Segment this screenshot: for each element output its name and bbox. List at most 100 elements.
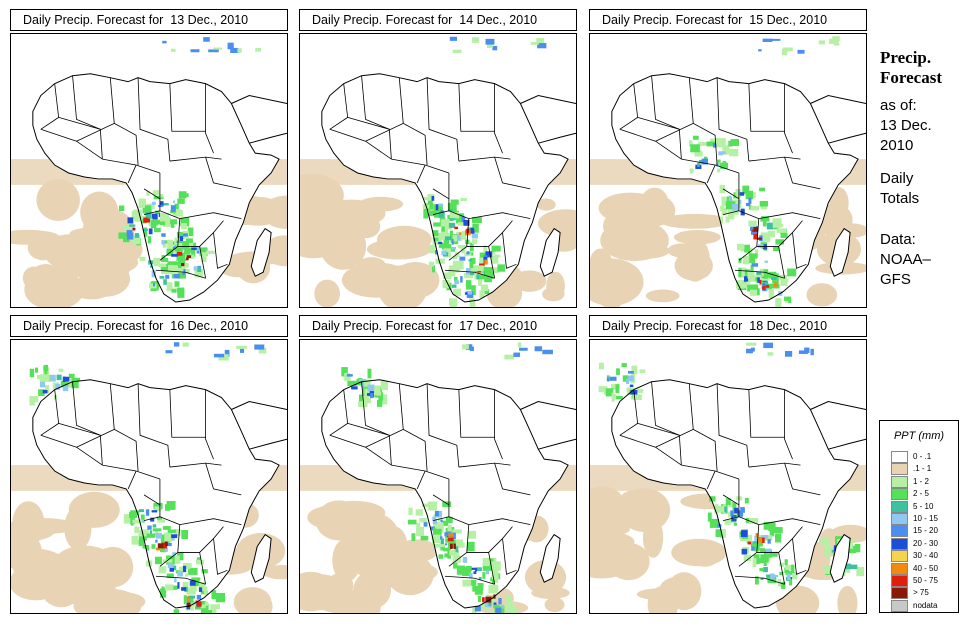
rain-cell bbox=[213, 47, 223, 50]
rain-cell bbox=[173, 274, 180, 279]
rain-cell bbox=[182, 342, 189, 347]
rain-cell bbox=[432, 230, 439, 237]
rain-cell bbox=[471, 567, 478, 570]
rain-cell bbox=[767, 576, 777, 584]
rain-cell bbox=[237, 48, 242, 53]
heavy-rain-cell bbox=[448, 533, 454, 537]
rain-cell bbox=[780, 278, 788, 286]
rain-cell bbox=[506, 594, 511, 602]
rain-cell bbox=[775, 298, 782, 307]
rain-cell bbox=[177, 289, 185, 298]
country-border bbox=[734, 269, 785, 279]
rain-cell bbox=[429, 244, 436, 254]
legend-label: 0 - .1 bbox=[913, 452, 932, 461]
rain-cell bbox=[145, 211, 152, 219]
madagascar-outline bbox=[829, 533, 851, 583]
country-border bbox=[778, 246, 785, 279]
country-border bbox=[127, 470, 137, 490]
rain-cell bbox=[766, 548, 771, 555]
rain-cell bbox=[374, 394, 381, 398]
rain-cell bbox=[376, 399, 383, 407]
rain-cell bbox=[162, 40, 167, 44]
rain-cell bbox=[129, 224, 136, 227]
rain-cell bbox=[182, 565, 187, 573]
rain-cell bbox=[346, 374, 353, 377]
rain-cell bbox=[744, 497, 749, 504]
country-border bbox=[619, 83, 639, 130]
dry-patch bbox=[341, 262, 412, 298]
rain-cell bbox=[435, 250, 438, 255]
heavy-rain-cell bbox=[761, 537, 765, 543]
rain-cell bbox=[62, 385, 69, 392]
rain-cell bbox=[431, 195, 435, 201]
legend-label: > 75 bbox=[913, 588, 929, 598]
rain-cell bbox=[157, 204, 163, 208]
rain-cell bbox=[161, 233, 166, 237]
country-border bbox=[738, 246, 758, 261]
rain-cell bbox=[833, 43, 840, 46]
arabia-coastline bbox=[249, 438, 287, 450]
rain-cell bbox=[180, 193, 189, 198]
country-border bbox=[722, 494, 740, 506]
rain-cell bbox=[469, 573, 473, 579]
rain-cell bbox=[146, 191, 150, 196]
arabia-coastline bbox=[231, 401, 287, 410]
precip-map bbox=[10, 33, 288, 308]
country-border bbox=[494, 156, 531, 190]
rain-cell bbox=[759, 568, 764, 572]
dry-patch bbox=[673, 230, 721, 245]
totals-line-1: Daily bbox=[880, 170, 914, 187]
country-border bbox=[205, 462, 242, 496]
country-border bbox=[109, 77, 139, 166]
africa-coastline bbox=[611, 379, 859, 609]
rain-cell bbox=[176, 252, 186, 261]
rain-cell bbox=[123, 514, 133, 524]
rain-cell bbox=[782, 47, 793, 52]
rain-cell bbox=[627, 370, 634, 374]
rain-cell bbox=[791, 572, 798, 580]
rain-cell bbox=[177, 571, 184, 577]
rain-cell bbox=[174, 268, 184, 273]
country-border bbox=[494, 462, 531, 496]
rain-cell bbox=[627, 375, 634, 382]
rain-cell bbox=[718, 216, 723, 224]
rain-cell bbox=[157, 519, 166, 523]
rain-cell bbox=[767, 283, 772, 289]
rain-cell bbox=[170, 48, 176, 52]
country-border bbox=[651, 75, 682, 160]
africa-coastline bbox=[611, 73, 859, 303]
legend-label: 2 - 5 bbox=[913, 489, 930, 499]
rain-cell bbox=[485, 570, 490, 575]
heavy-rain-cell bbox=[757, 237, 762, 240]
rain-cell bbox=[142, 519, 145, 522]
dry-patch bbox=[307, 505, 354, 529]
country-border bbox=[448, 478, 469, 526]
rain-cell bbox=[206, 609, 213, 613]
rain-cell bbox=[472, 223, 479, 233]
country-border bbox=[748, 156, 801, 162]
rain-cell bbox=[762, 244, 768, 250]
rain-cell bbox=[733, 522, 737, 526]
rain-cell bbox=[34, 367, 39, 373]
rain-cell bbox=[138, 539, 145, 546]
country-border bbox=[416, 164, 426, 184]
rain-cell bbox=[473, 571, 477, 575]
rain-cell bbox=[164, 547, 168, 552]
rain-cell bbox=[478, 576, 482, 580]
rain-cell bbox=[449, 36, 457, 41]
rain-cell bbox=[200, 252, 207, 263]
rain-cell bbox=[199, 604, 206, 609]
rain-cell bbox=[411, 533, 416, 541]
rain-cell bbox=[750, 543, 760, 551]
africa-land bbox=[32, 379, 280, 609]
rain-cell bbox=[435, 204, 439, 211]
rain-cell bbox=[435, 258, 445, 264]
madagascar-outline bbox=[829, 227, 851, 277]
legend-title: PPT (mm) bbox=[893, 430, 945, 442]
dry-patch bbox=[590, 545, 633, 579]
rain-cell bbox=[148, 228, 153, 235]
country-border bbox=[494, 83, 503, 154]
country-border bbox=[179, 212, 242, 220]
rain-cell bbox=[728, 195, 731, 202]
rain-cell bbox=[791, 564, 795, 574]
